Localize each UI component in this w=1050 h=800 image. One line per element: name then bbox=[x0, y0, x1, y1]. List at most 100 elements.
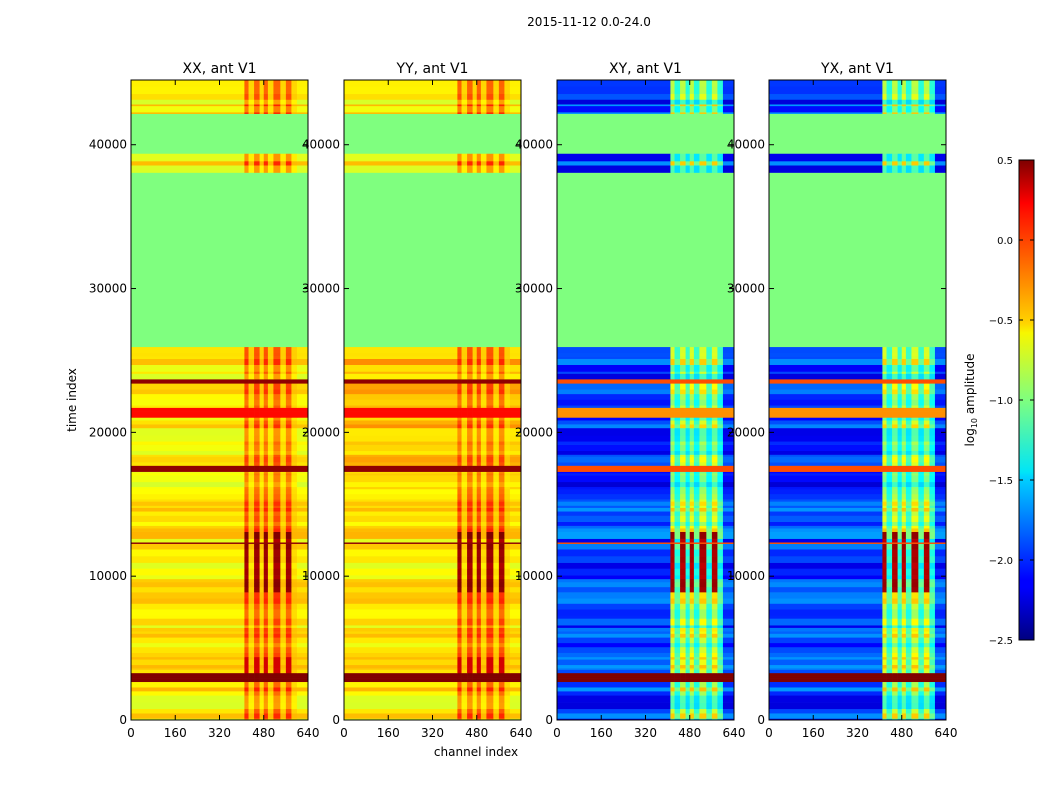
heatmap-cell bbox=[901, 615, 907, 619]
heatmap-cell bbox=[457, 511, 462, 516]
heatmap-cell bbox=[934, 581, 946, 588]
heatmap-cell bbox=[263, 646, 269, 653]
heatmap-cell bbox=[344, 153, 458, 162]
heatmap-cell bbox=[918, 456, 925, 463]
heatmap-cell bbox=[680, 99, 686, 105]
heatmap-cell bbox=[296, 609, 308, 616]
heatmap-cell bbox=[486, 598, 494, 604]
heatmap-cell bbox=[557, 407, 671, 412]
heatmap-cell bbox=[344, 93, 458, 100]
heatmap-cell bbox=[918, 393, 925, 400]
heatmap-cell bbox=[273, 578, 281, 583]
heatmap-cell bbox=[480, 637, 487, 644]
heatmap-cell bbox=[905, 603, 912, 610]
heatmap-cell bbox=[886, 646, 893, 653]
heatmap-cell bbox=[711, 99, 718, 105]
heatmap-cell bbox=[296, 695, 308, 703]
heatmap-cell bbox=[674, 627, 681, 632]
heatmap-cell bbox=[467, 393, 473, 400]
heatmap-cell bbox=[472, 165, 478, 173]
heatmap-cell bbox=[476, 407, 482, 412]
heatmap-cell bbox=[285, 86, 292, 95]
heatmap-cell bbox=[244, 633, 249, 638]
heatmap-cell bbox=[486, 379, 494, 384]
heatmap-cell bbox=[689, 542, 695, 544]
heatmap-cell bbox=[457, 609, 462, 616]
heatmap-cell bbox=[273, 435, 281, 442]
heatmap-cell bbox=[267, 664, 274, 669]
heatmap-cell bbox=[769, 578, 883, 583]
heatmap-cell bbox=[706, 578, 713, 583]
heatmap-cell bbox=[769, 511, 883, 516]
heatmap-cell bbox=[901, 568, 907, 576]
heatmap-cell bbox=[263, 471, 269, 474]
heatmap-cell bbox=[911, 389, 919, 395]
heatmap-cell bbox=[680, 450, 686, 455]
heatmap-cell bbox=[699, 420, 707, 425]
heatmap-cell bbox=[280, 637, 287, 644]
heatmap-cell bbox=[493, 625, 500, 628]
heatmap-cell bbox=[273, 475, 281, 483]
heatmap-cell bbox=[557, 538, 671, 543]
heatmap-cell bbox=[285, 664, 292, 669]
heatmap-cell bbox=[911, 379, 919, 384]
heatmap-cell bbox=[689, 356, 695, 359]
heatmap-cell bbox=[285, 420, 292, 425]
heatmap-cell bbox=[509, 420, 521, 425]
heatmap-cell bbox=[923, 473, 930, 476]
heatmap-cell bbox=[498, 486, 505, 490]
heatmap-cell bbox=[557, 486, 671, 490]
heatmap-cell bbox=[769, 627, 883, 632]
heatmap-cell bbox=[344, 356, 458, 359]
heatmap-cell bbox=[273, 153, 281, 162]
heatmap-cell bbox=[929, 615, 936, 619]
heatmap-cell bbox=[504, 424, 511, 429]
heatmap-cell bbox=[480, 575, 487, 580]
heatmap-cell bbox=[693, 454, 700, 457]
heatmap-cell bbox=[717, 112, 724, 114]
heatmap-cell bbox=[918, 592, 925, 599]
heatmap-cell bbox=[699, 702, 707, 710]
heatmap-cell bbox=[886, 656, 893, 660]
heatmap-cell bbox=[706, 603, 713, 610]
heatmap-cell bbox=[461, 486, 468, 490]
heatmap-cell bbox=[467, 718, 473, 720]
heatmap-cell bbox=[509, 465, 521, 472]
heatmap-cell bbox=[934, 475, 946, 483]
heatmap-cell bbox=[263, 481, 269, 488]
heatmap-cell bbox=[892, 568, 898, 576]
heatmap-cell bbox=[254, 669, 260, 674]
heatmap-cell bbox=[244, 444, 249, 452]
heatmap-cell bbox=[285, 581, 292, 588]
heatmap-cell bbox=[472, 383, 478, 390]
heatmap-cell bbox=[467, 592, 473, 599]
heatmap-cell bbox=[486, 407, 494, 412]
heatmap-cell bbox=[882, 568, 887, 576]
heatmap-cell bbox=[934, 499, 946, 502]
heatmap-cell bbox=[886, 543, 893, 550]
heatmap-cell bbox=[557, 678, 671, 683]
heatmap-cell bbox=[905, 493, 912, 500]
heatmap-cell bbox=[929, 538, 936, 543]
heatmap-cell bbox=[296, 165, 308, 173]
heatmap-cell bbox=[476, 389, 482, 395]
heatmap-cell bbox=[509, 105, 521, 113]
heatmap-cell bbox=[886, 672, 893, 677]
heatmap-cell bbox=[699, 668, 707, 670]
heatmap-cell bbox=[504, 86, 511, 95]
heatmap-cell bbox=[685, 112, 691, 114]
heatmap-cell bbox=[674, 347, 681, 353]
heatmap-cell bbox=[685, 631, 691, 634]
heatmap-cell bbox=[911, 615, 919, 619]
heatmap-cell bbox=[509, 669, 521, 674]
heatmap-cell bbox=[918, 542, 925, 544]
heatmap-cell bbox=[892, 161, 898, 166]
heatmap-cell bbox=[769, 501, 883, 506]
heatmap-cell bbox=[344, 676, 458, 679]
heatmap-cell bbox=[706, 427, 713, 436]
heatmap-cell bbox=[689, 543, 695, 550]
heatmap-cell bbox=[923, 481, 930, 488]
heatmap-cell bbox=[911, 471, 919, 474]
heatmap-cell bbox=[273, 347, 281, 353]
heatmap-cell bbox=[509, 642, 521, 648]
